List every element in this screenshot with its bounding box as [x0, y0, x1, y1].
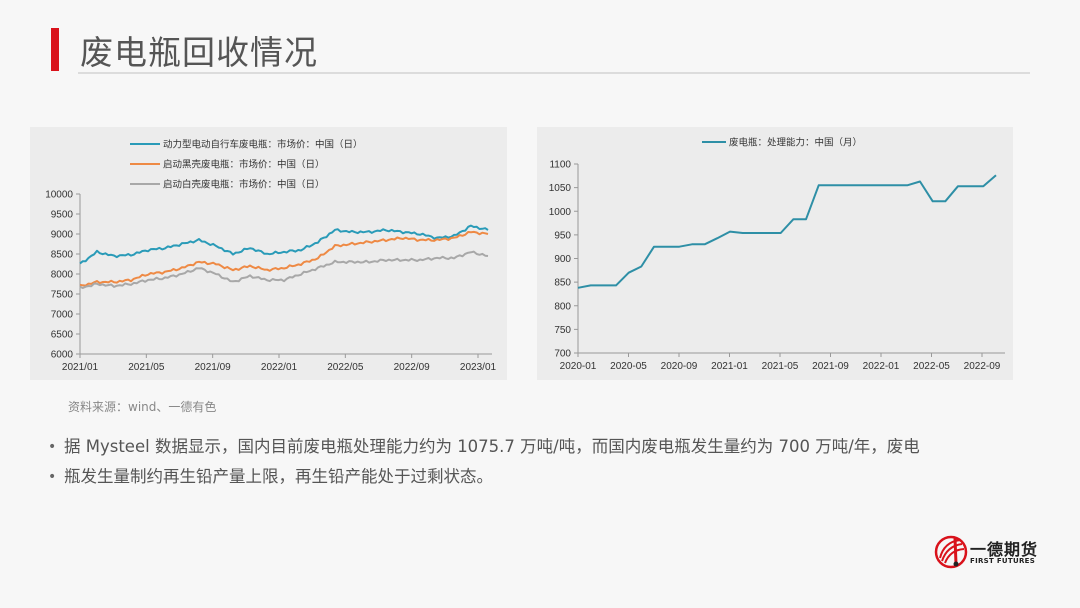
legend-label: 动力型电动自行车废电瓶：市场价：中国（日）: [163, 139, 363, 151]
x-tick-label: 2022-01: [863, 361, 900, 372]
legend-label: 启动白壳废电瓶：市场价：中国（日）: [163, 179, 325, 191]
chart-axes: 1000095009000850080007500700065006000202…: [45, 190, 496, 374]
page-title: 废电瓶回收情况: [80, 33, 318, 72]
y-tick-label: 8000: [51, 270, 74, 281]
series-line: [79, 250, 489, 289]
logo-name-en: FIRST FUTURES: [970, 557, 1036, 565]
y-tick-label: 9000: [51, 230, 74, 241]
legend-label: 启动黑壳废电瓶：市场价：中国（日）: [163, 159, 325, 171]
x-tick-label: 2021-05: [762, 361, 799, 372]
bullet-item: 瓶发生量制约再生铅产量上限，再生铅产能处于过剩状态。: [44, 462, 1044, 492]
y-tick-label: 9500: [51, 210, 74, 221]
x-tick-label: 2022/05: [327, 362, 364, 373]
price-line-chart: 动力型电动自行车废电瓶：市场价：中国（日） 启动黑壳废电瓶：市场价：中国（日） 启动…: [45, 139, 496, 374]
title-accent-bar: [51, 28, 59, 71]
y-tick-label: 7000: [51, 310, 74, 321]
x-tick-label: 2020-05: [610, 361, 647, 372]
legend-label: 废电瓶：处理能力：中国（月）: [729, 137, 862, 149]
capacity-chart-panel: 废电瓶：处理能力：中国（月） 1100 1050 1000 950 900 850 800 7…: [537, 127, 1013, 380]
y-tick-label: 750: [554, 325, 571, 336]
y-tick-label: 800: [554, 301, 571, 312]
y-tick-label: 950: [554, 230, 571, 241]
series-line: [79, 230, 489, 287]
capacity-line-chart: 废电瓶：处理能力：中国（月） 1100 1050 1000 950 900 850 800 7…: [549, 137, 1005, 372]
x-tick-label: 2020-09: [661, 361, 698, 372]
x-tick-label: 2021/01: [62, 362, 99, 373]
x-tick-label: 2022-05: [913, 361, 950, 372]
x-tick-label: 2020-01: [560, 361, 597, 372]
y-tick-label: 700: [554, 349, 571, 360]
x-tick-label: 2022-09: [964, 361, 1001, 372]
y-tick-label: 1000: [549, 207, 572, 218]
x-tick-label: 2022/09: [394, 362, 431, 373]
series-line: [79, 224, 489, 265]
logo-name-cn: 一德期货: [970, 540, 1039, 559]
y-tick-label: 850: [554, 278, 571, 289]
chart-legend: 动力型电动自行车废电瓶：市场价：中国（日） 启动黑壳废电瓶：市场价：中国（日） 启动…: [130, 139, 363, 191]
logo-mark-icon: [934, 535, 968, 569]
y-tick-label: 6000: [51, 350, 74, 361]
y-tick-label: 8500: [51, 250, 74, 261]
bullet-item: 据 Mysteel 数据显示，国内目前废电瓶处理能力约为 1075.7 万吨/吨…: [44, 432, 1044, 462]
chart-series: [577, 174, 997, 289]
x-tick-label: 2021-01: [711, 361, 748, 372]
data-source-note: 资料来源：wind、一德有色: [68, 400, 217, 414]
y-tick-label: 6500: [51, 330, 74, 341]
chart-series: [79, 224, 489, 289]
price-chart-panel: 动力型电动自行车废电瓶：市场价：中国（日） 启动黑壳废电瓶：市场价：中国（日） 启动…: [30, 127, 507, 380]
bullet-list: 据 Mysteel 数据显示，国内目前废电瓶处理能力约为 1075.7 万吨/吨…: [44, 432, 1044, 492]
y-tick-label: 7500: [51, 290, 74, 301]
y-tick-label: 1100: [549, 160, 571, 171]
x-tick-label: 2021/09: [195, 362, 232, 373]
company-logo: 一德期货 FIRST FUTURES: [934, 534, 1044, 570]
x-tick-label: 2023/01: [460, 362, 497, 373]
y-tick-label: 10000: [45, 190, 73, 201]
y-tick-label: 1050: [549, 183, 572, 194]
chart-legend: 废电瓶：处理能力：中国（月）: [702, 137, 862, 149]
x-tick-label: 2022/01: [261, 362, 298, 373]
series-line: [577, 174, 997, 289]
x-tick-label: 2021-09: [812, 361, 849, 372]
y-tick-label: 900: [554, 254, 571, 265]
x-tick-label: 2021/05: [128, 362, 165, 373]
title-divider: [78, 72, 1030, 74]
